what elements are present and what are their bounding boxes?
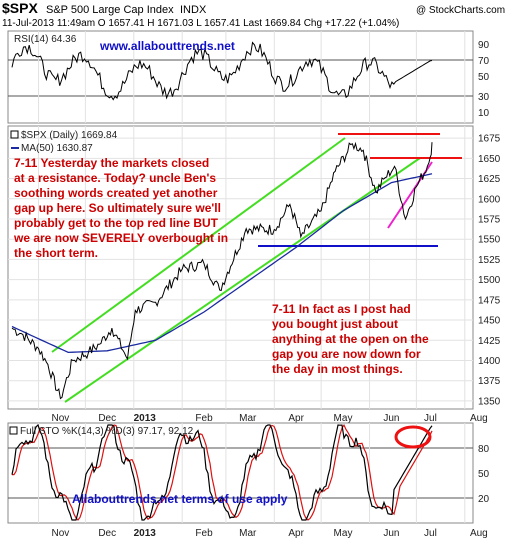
annotation-left-line: gap up here. So ultimately sure we'll	[14, 201, 221, 215]
sto-x-axis: Nov Dec 2013 Feb Mar Apr May Jun Jul Aug	[52, 528, 488, 539]
price-label: $SPX (Daily) 1669.84	[21, 130, 118, 141]
annotation-left-line: probably get to the top red line BUT	[14, 216, 219, 230]
x-tick-label: Jun	[383, 413, 399, 424]
x-tick-label: May	[334, 528, 353, 539]
rsi-watermark: www.allabouttrends.net	[99, 39, 235, 53]
price-tick-label: 1500	[478, 275, 501, 286]
rsi-label: RSI(14) 64.36	[14, 34, 77, 45]
sto-k-line	[11, 423, 433, 521]
price-x-axis: Nov Dec 2013 Feb Mar Apr May Jun Jul Aug	[52, 413, 488, 424]
price-tick-label: 1400	[478, 356, 501, 367]
sto-panel: Full STO %K(14,3) %D(3) 97.17, 92.12 All…	[7, 422, 490, 539]
price-legend-swatch	[10, 130, 19, 139]
price-tick-label: 1650	[478, 154, 501, 165]
x-tick-label: Mar	[239, 528, 257, 539]
rsi-panel: RSI(14) 64.36 www.allabouttrends.net 90 …	[7, 30, 490, 124]
x-tick-label: Nov	[52, 528, 70, 539]
price-tick-label: 1350	[478, 396, 501, 407]
x-tick-label: Jul	[424, 413, 437, 424]
sto-footer: Allabouttrends.net terms of use apply	[72, 492, 288, 506]
price-tick-label: 1425	[478, 336, 501, 347]
x-tick-label: Mar	[239, 413, 257, 424]
x-tick-label: Apr	[288, 528, 304, 539]
rsi-tick-10: 10	[478, 108, 490, 119]
sto-label: Full STO %K(14,3) %D(3) 97.17, 92.12	[20, 426, 194, 437]
price-panel: $SPX (Daily) 1669.84 MA(50) 1630.87 7-11…	[7, 125, 501, 424]
price-legend: $SPX (Daily) 1669.84 MA(50) 1630.87	[10, 130, 118, 154]
x-tick-label: Dec	[98, 528, 116, 539]
ma50-line	[11, 173, 433, 354]
price-tick-label: 1375	[478, 376, 501, 387]
annotation-left-line: at a resistance. Today? uncle Ben's	[14, 171, 216, 185]
price-tick-label: 1475	[478, 295, 501, 306]
annotation-left-line: soothing words created yet another	[14, 186, 218, 200]
annotation-right: 7-11 In fact as I post had you bought ju…	[272, 302, 429, 376]
price-tick-label: 1575	[478, 214, 501, 225]
copyright-label: @ StockCharts.com	[416, 5, 505, 16]
channel-lower-line	[64, 157, 421, 403]
sto-tick-50: 50	[478, 469, 490, 480]
rsi-tick-50: 50	[478, 72, 490, 83]
annotation-left-line: the short term.	[14, 246, 98, 260]
rsi-tick-70: 70	[478, 56, 490, 67]
sto-d-line	[12, 423, 433, 521]
x-tick-label: May	[334, 413, 353, 424]
price-series-line	[11, 141, 433, 400]
rsi-series-line	[11, 41, 433, 101]
channel-upper-line	[51, 137, 346, 353]
price-tick-label: 1625	[478, 174, 501, 185]
x-tick-label: Aug	[470, 528, 488, 539]
annotation-left-line: 7-11 Yesterday the markets closed	[14, 156, 209, 170]
annotation-right-line: 7-11 In fact as I post had	[272, 302, 411, 316]
rsi-tick-90: 90	[478, 40, 490, 51]
annotation-right-line: anything at the open on the	[272, 332, 429, 346]
rsi-tick-30: 30	[478, 92, 490, 103]
price-axis-ticks: 1675 1650 1625 1600 1575 1550 1525 1500 1475 1450…	[478, 134, 501, 408]
x-tick-label: Jul	[424, 528, 437, 539]
price-tick-label: 1600	[478, 194, 501, 205]
rsi-gridlines	[38, 31, 466, 123]
x-tick-label: Nov	[52, 413, 70, 424]
x-tick-label: Feb	[195, 413, 213, 424]
x-tick-label: 2013	[134, 413, 157, 424]
price-tick-label: 1450	[478, 316, 501, 327]
price-tick-label: 1550	[478, 235, 501, 246]
price-tick-label: 1525	[478, 255, 501, 266]
price-tick-label: 1675	[478, 134, 501, 145]
annotation-left: 7-11 Yesterday the markets closed at a r…	[13, 156, 228, 260]
index-name: S&P 500 Large Cap Index	[46, 4, 174, 16]
x-tick-label: Jun	[383, 528, 399, 539]
annotation-left-line: we are now SEVERELY overbought in	[13, 231, 228, 245]
x-tick-label: Feb	[195, 528, 213, 539]
ma-label: MA(50) 1630.87	[21, 143, 93, 154]
quote-line: 11-Jul-2013 11:49am O 1657.41 H 1671.03 …	[2, 18, 399, 29]
exchange-label: INDX	[180, 4, 207, 16]
price-gridlines	[8, 126, 473, 409]
x-tick-label: Dec	[98, 413, 116, 424]
sto-tick-20: 20	[478, 494, 490, 505]
x-tick-label: Apr	[288, 413, 304, 424]
annotation-right-line: the day in most things.	[272, 362, 403, 376]
sto-legend-swatch	[9, 426, 18, 435]
x-tick-label: 2013	[134, 528, 157, 539]
annotation-right-line: you bought just about	[272, 317, 398, 331]
symbol-title: $SPX	[2, 0, 38, 16]
x-tick-label: Aug	[470, 413, 488, 424]
sto-tick-80: 80	[478, 444, 490, 455]
overbought-circle	[394, 425, 432, 449]
annotation-right-line: gap you are now down for	[272, 347, 421, 361]
